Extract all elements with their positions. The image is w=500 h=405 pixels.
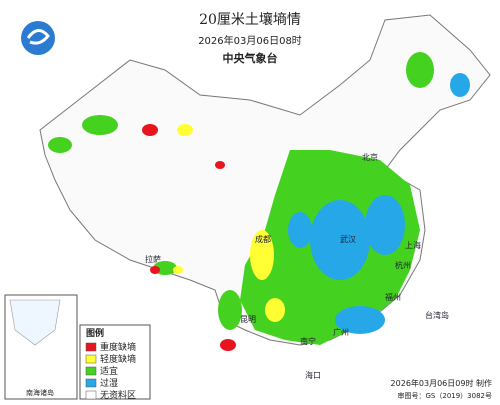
place-label: 上海 [405,240,421,250]
place-label: 拉萨 [145,254,161,264]
logo [21,21,55,55]
legend-label: 无资料区 [100,389,136,401]
legend-swatch [85,366,97,376]
moisture-area [48,137,72,153]
moisture-area [215,161,225,169]
publisher: 中央气象台 [223,51,278,65]
moisture-area [150,266,160,274]
moisture-area [220,339,236,351]
place-label: 武汉 [340,234,356,244]
moisture-area [365,195,405,255]
place-label: 广州 [333,327,349,337]
legend-swatch [85,390,97,400]
soil-moisture-areas [48,52,470,351]
place-label: 昆明 [240,315,256,324]
moisture-area [82,115,118,135]
place-label: 台湾岛 [425,310,449,320]
moisture-area [173,266,183,274]
legend-title: 图例 [86,327,104,339]
moisture-area [142,124,158,136]
legend-swatch [85,342,97,352]
place-label: 北京 [362,152,378,162]
place-label: 南宁 [300,336,316,346]
legend-swatch [85,378,97,388]
moisture-area [310,200,370,280]
subtitle: 2026年03月06日08时 [198,34,302,47]
inset: 南海诸岛 [4,294,78,400]
legend-label: 重度缺墒 [100,341,136,353]
moisture-area [406,52,434,88]
place-label: 海口 [305,370,321,380]
moisture-area [265,298,285,322]
legend-label: 过湿 [100,377,118,389]
moisture-area [335,306,385,334]
place-label: 福州 [385,293,401,302]
inset-label: 南海诸岛 [26,388,54,397]
moisture-area [288,212,312,248]
moisture-area [250,230,274,280]
legend-label: 适宜 [100,365,118,377]
footer-approval: 审图号：GS（2019）3082号 [398,391,493,400]
legend-label: 轻度缺墒 [100,353,136,365]
moisture-area [177,124,193,136]
moisture-area [218,290,242,330]
place-label: 成都 [255,234,271,244]
place-labels: 北京 上海 广州 南宁 昆明 拉萨 成都 武汉 杭州 福州 台湾岛 海口 [145,152,449,380]
title: 20厘米土壤墒情 [199,11,301,28]
place-label: 杭州 [395,260,411,270]
legend-swatch [85,354,97,364]
moisture-area [450,73,470,97]
footer-made: 2026年03月06日09时 制作 [391,378,492,388]
